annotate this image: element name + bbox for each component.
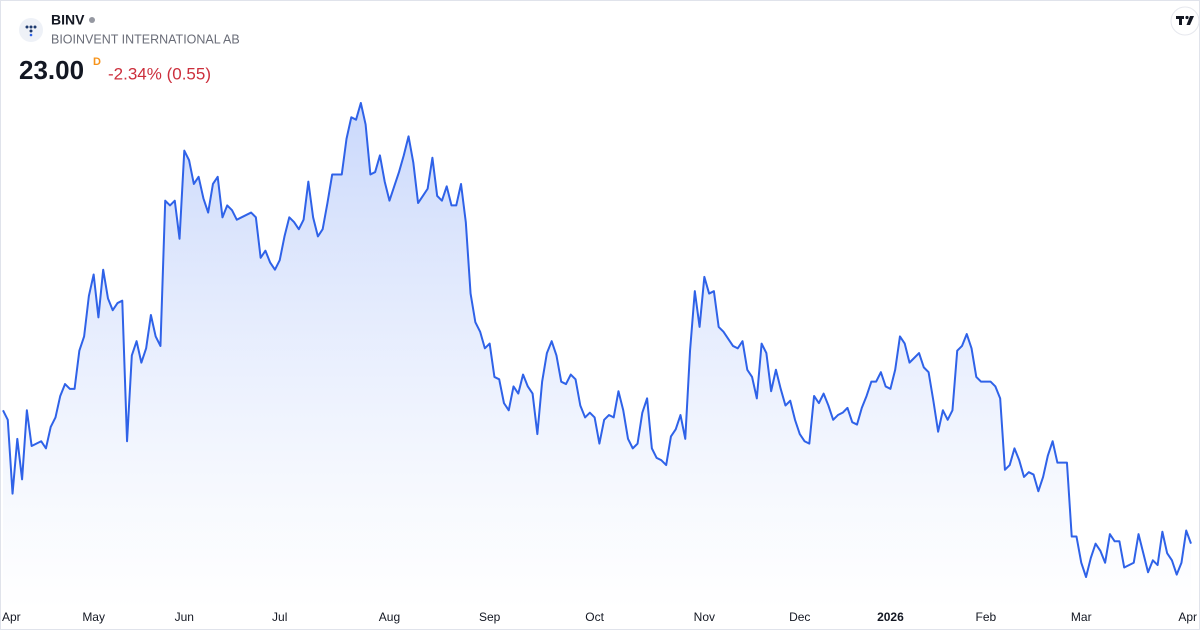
x-tick-label: Apr <box>1178 610 1197 624</box>
logo-mark <box>25 25 37 37</box>
x-tick-label: Nov <box>694 610 715 624</box>
x-tick-label: Sep <box>479 610 501 624</box>
x-tick-label: Mar <box>1071 610 1092 624</box>
brand-mark <box>1176 15 1194 25</box>
x-tick-label: 2026 <box>877 610 904 624</box>
plot: Apr May Jun Jul Aug Sep Oct Nov Dec 2026 Feb Mar Apr <box>2 102 1197 624</box>
price-line <box>2 102 1192 578</box>
x-tick-label: Jun <box>175 610 194 624</box>
price: 23.00 <box>19 55 84 85</box>
status-dot <box>89 17 95 23</box>
x-tick-label: Dec <box>789 610 810 624</box>
x-tick-label: Feb <box>975 610 996 624</box>
x-tick-label: Jul <box>272 610 287 624</box>
symbol: BINV <box>51 12 85 28</box>
company-name: BIOINVENT INTERNATIONAL AB <box>51 32 240 46</box>
interval: D <box>93 56 101 68</box>
x-tick-label: Apr <box>2 610 21 624</box>
x-tick-label: Aug <box>379 610 400 624</box>
x-tick-label: Oct <box>585 610 604 624</box>
x-tick-label: May <box>82 610 105 624</box>
change: -2.34% (0.55) <box>108 64 211 83</box>
area <box>3 103 1191 610</box>
brand-logo[interactable] <box>1170 6 1200 36</box>
